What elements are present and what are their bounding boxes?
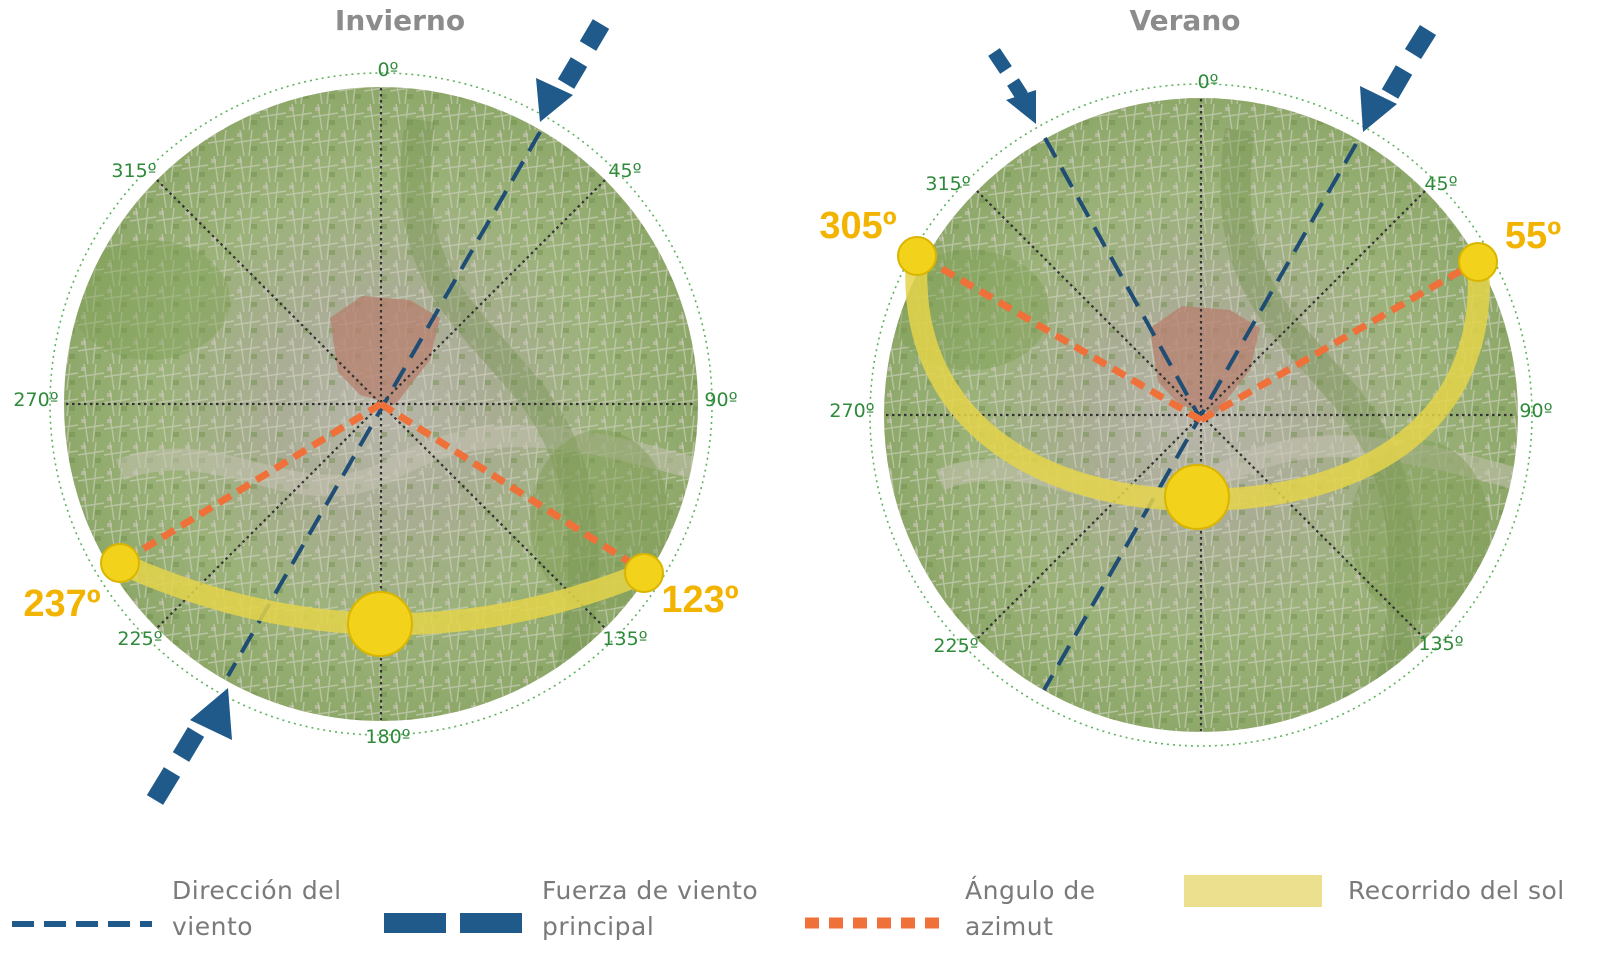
legend-wind-force-text: Fuerza de viento principal [542, 876, 759, 941]
winter-deg-180: 180º [365, 726, 410, 748]
summer-deg-0: 0º [1197, 71, 1218, 93]
summer-historic-center [1150, 306, 1260, 415]
winter-sunset-angle: 237º [23, 583, 100, 625]
legend-azimuth: Ángulo de azimut [805, 876, 1165, 975]
winter-wind-force-arrow-bottom [146, 688, 232, 805]
legend-wind-direction-text: Dirección del viento [172, 876, 342, 941]
summer-sunset-sun [897, 236, 937, 276]
winter-noon-sun [347, 591, 413, 657]
legend-sun-path-text: Recorrido del sol [1348, 876, 1565, 905]
winter-deg-225: 225º [117, 628, 162, 650]
summer-sunrise-angle: 55º [1505, 215, 1561, 257]
winter-degree-labels: 0º 45º 90º 135º 180º 225º 270º 315º [13, 59, 737, 748]
winter-wind-force-arrow-top [536, 19, 610, 122]
legend-wind-force-swatch [384, 913, 522, 933]
summer-deg-45: 45º [1424, 173, 1457, 195]
winter-historic-center [330, 296, 440, 405]
summer-noon-sun [1164, 464, 1230, 530]
summer-degree-labels: 0º 45º 90º 135º 225º 270º 315º [829, 71, 1552, 657]
summer-outer-ring [869, 83, 1533, 747]
winter-sunrise-angle: 123º [661, 579, 738, 621]
summer-diagram: Verano 0º 45º 90º 135º 225º 2 [819, 4, 1561, 747]
legend-wind-direction-swatch [12, 921, 152, 927]
winter-deg-45: 45º [608, 160, 641, 182]
winter-diagram: Invierno 0º 45º 90º [13, 4, 739, 805]
summer-title: Verano [1129, 4, 1240, 37]
summer-wind-force-arrow-right [1360, 24, 1437, 132]
winter-sunset-sun [100, 543, 140, 583]
summer-sunrise-sun [1458, 242, 1498, 282]
legend-azimuth-text: Ángulo de azimut [965, 876, 1096, 941]
summer-deg-270: 270º [829, 400, 874, 422]
summer-deg-90: 90º [1519, 400, 1552, 422]
winter-outer-ring [49, 72, 713, 736]
summer-deg-225: 225º [933, 635, 978, 657]
winter-deg-270: 270º [13, 389, 58, 411]
winter-azimuth-lines [120, 401, 644, 573]
winter-deg-0: 0º [377, 59, 398, 81]
summer-deg-135: 135º [1418, 633, 1463, 655]
summer-azimuth-lines [918, 252, 1478, 424]
legend-wind-direction: Dirección del viento [12, 876, 372, 975]
winter-deg-90: 90º [704, 389, 737, 411]
winter-deg-315: 315º [111, 160, 156, 182]
summer-deg-315: 315º [925, 173, 970, 195]
legend-wind-force: Fuerza de viento principal [384, 876, 784, 975]
legend-sun-path: Recorrido del sol [1184, 875, 1614, 975]
winter-deg-135: 135º [602, 628, 647, 650]
legend-sun-path-swatch [1184, 875, 1322, 907]
summer-sunset-angle: 305º [819, 205, 896, 247]
winter-sunrise-sun [624, 553, 664, 593]
winter-title: Invierno [335, 4, 465, 37]
summer-wind-force-arrow-left [988, 48, 1036, 124]
legend-azimuth-swatch [805, 917, 945, 929]
